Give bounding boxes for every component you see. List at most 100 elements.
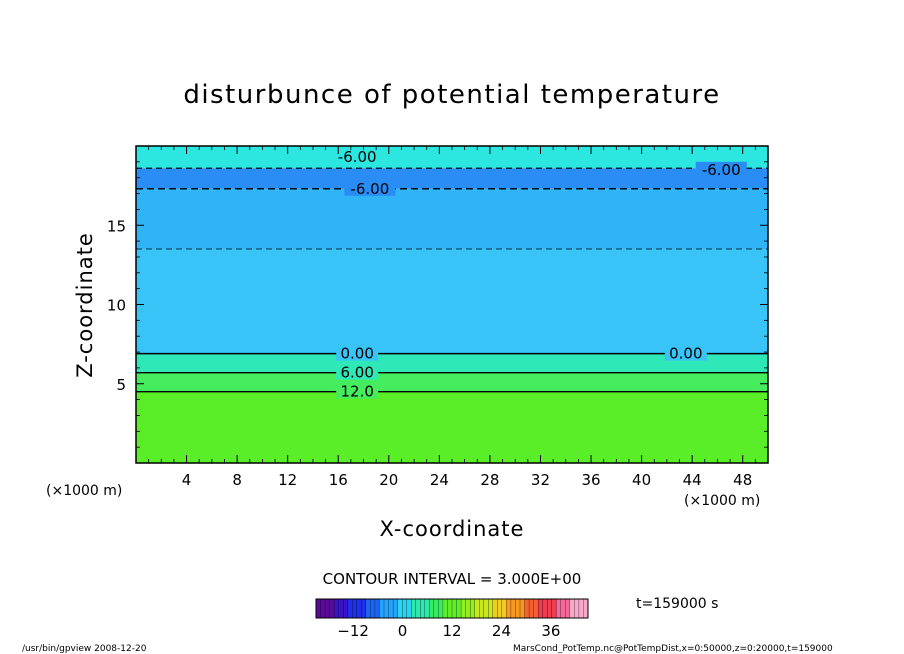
contour-lines [136,167,768,393]
colorbar-cell [320,598,326,619]
colorbar-cell [415,598,421,619]
colorbar-cell [519,598,525,619]
colorbar-tick-label: 24 [492,622,511,640]
chart-title: disturbunce of potential temperature [183,80,720,110]
x-tick-label: 12 [278,471,297,489]
contour-band [136,391,768,463]
x-tick-label: 24 [430,471,449,489]
contour-label: 0.00 [340,345,373,363]
colorbar-cell [383,598,389,619]
colorbar-cell [547,598,553,619]
colorbar-cell [343,598,349,619]
colorbar-cell [574,598,580,619]
colorbar-cell [411,598,417,619]
x-tick-label: 40 [632,471,651,489]
colorbar-cell [533,598,539,619]
x-tick-label: 36 [581,471,600,489]
contour-label-bg [695,161,747,177]
time-label: t=159000 s [636,596,718,612]
colorbar-cell [333,598,340,619]
y-tick-label: 15 [107,217,126,235]
colorbar-cell [460,598,467,619]
x-axis-label: X-coordinate [380,517,525,541]
colorbar-cell [474,598,480,619]
colorbar [315,598,589,619]
contour-band [136,168,768,189]
colorbar-cell [528,598,535,619]
colorbar-cell [524,598,530,619]
x-tick-label: 32 [531,471,550,489]
colorbar-cell [556,598,562,619]
colorbar-cell [465,598,471,619]
colorbar-tick-label: −12 [337,622,369,640]
contour-label-bg [344,180,396,196]
colorbar-cell [483,598,489,619]
colorbar-cell [406,598,412,619]
contour-label: 12.0 [340,383,373,401]
colorbar-cell [515,598,521,619]
colorbar-cell [361,598,367,619]
colorbar-cell [456,598,462,619]
colorbar-cell [510,598,516,619]
colorbar-cell [374,598,380,619]
x-tick-label: 44 [683,471,702,489]
contour-band [136,249,768,354]
colorbar-cell [479,598,485,619]
colorbar-cell [379,598,385,619]
colorbar-cell [329,598,335,619]
colorbar-cell [420,598,426,619]
colorbar-cell [365,598,371,619]
colorbar-cell [565,598,571,619]
colorbar-cell [397,598,403,619]
contour-label-bg [331,149,383,165]
colorbar-cell [315,598,321,619]
footer-left: /usr/bin/gpview 2008-12-20 [22,644,147,654]
colorbar-cell [388,598,394,619]
contour-label: -6.00 [350,180,389,198]
contour-fill-area [136,146,768,463]
x-unit-right: (×1000 m) [684,493,760,509]
colorbar-cell [569,598,575,619]
colorbar-cell [352,598,358,619]
y-tick-label: 5 [116,376,126,394]
colorbar-cell [324,598,331,619]
colorbar-cell [370,598,376,619]
colorbar-cell [560,598,566,619]
colorbar-cell [497,598,503,619]
colorbar-cell [424,598,430,619]
contour-label: 6.00 [340,364,373,382]
colorbar-cell [401,598,408,619]
y-axis-label: Z-coordinate [73,232,97,378]
colorbar-cell [438,598,444,619]
y-tick-label: 10 [107,297,126,315]
footer-right: MarsCond_PotTemp.nc@PotTempDist,x=0:5000… [513,644,833,654]
colorbar-cell [356,598,362,619]
x-tick-label: 28 [480,471,499,489]
contour-label-bg [336,364,379,380]
colorbar-cell [488,598,494,619]
colorbar-cell [551,598,557,619]
x-unit-left: (×1000 m) [46,483,122,499]
contour-band [136,146,768,169]
contour-band [136,188,768,250]
contour-label: 0.00 [669,345,702,363]
colorbar-tick-label: 36 [541,622,560,640]
colorbar-cell [429,598,435,619]
colorbar-tick-label: 12 [442,622,461,640]
colorbar-cell [392,598,399,619]
contour-label: -6.00 [338,148,377,166]
contour-band [136,372,768,392]
y-axis-ticks: 5 10 15 [107,161,768,448]
colorbar-cell [506,598,512,619]
colorbar-cell [578,598,584,619]
colorbar-cell [537,598,544,619]
contour-label-bg [664,345,707,361]
colorbar-cell [542,598,548,619]
contour-label-bg [336,345,379,361]
colorbar-cell [338,598,344,619]
colorbar-cell [451,598,457,619]
colorbar-frame [315,598,589,619]
colorbar-cell [442,598,448,619]
